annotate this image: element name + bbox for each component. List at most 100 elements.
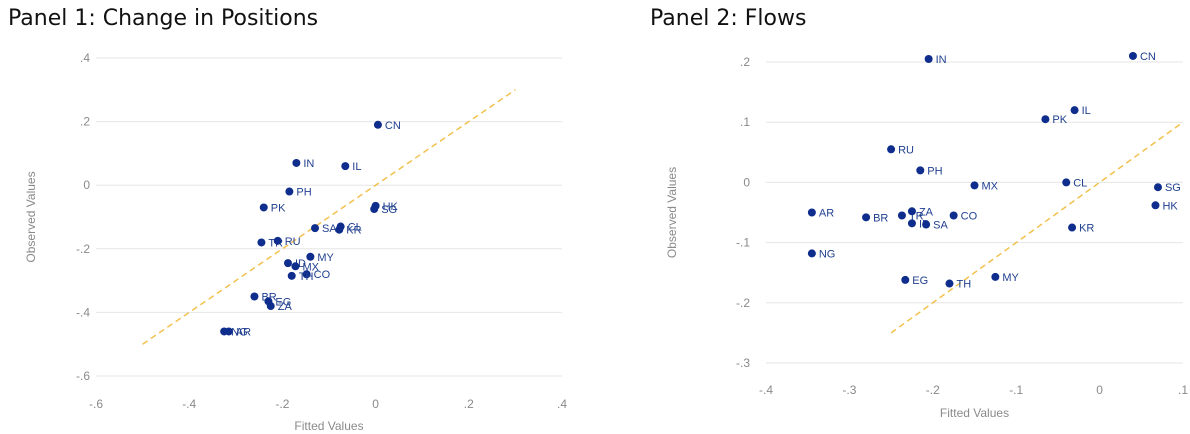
point-label-ru: RU — [285, 236, 301, 248]
point-cn — [1128, 51, 1137, 60]
point-th — [945, 279, 954, 288]
x-tick-label: 0 — [372, 397, 379, 411]
point-label-ph: PH — [927, 165, 942, 177]
y-tick-label: 0 — [743, 175, 750, 189]
point-label-co: CO — [314, 269, 331, 281]
point-co — [302, 270, 311, 279]
point-label-hk: HK — [1162, 200, 1178, 212]
point-ar — [224, 327, 233, 336]
y-tick-label: .4 — [80, 51, 90, 65]
point-label-cn: CN — [385, 120, 401, 132]
point-ng — [807, 249, 816, 258]
y-tick-label: 0 — [83, 178, 90, 192]
point-ru — [273, 236, 282, 245]
point-label-ng: NG — [231, 326, 248, 338]
x-tick-label: .4 — [557, 397, 567, 411]
y-tick-label: -.6 — [76, 369, 90, 383]
point-za — [266, 302, 275, 311]
point-label-pk: PK — [271, 202, 286, 214]
y-tick-label: .2 — [740, 55, 750, 69]
point-label-sa: SA — [933, 220, 948, 232]
y-tick-label: -.1 — [736, 236, 750, 250]
point-cn — [373, 120, 382, 129]
point-label-il: IL — [352, 161, 361, 173]
point-in — [292, 158, 301, 167]
point-label-cn: CN — [1140, 51, 1156, 63]
point-label-ng: NG — [819, 248, 836, 260]
x-tick-label: -.2 — [926, 383, 940, 397]
point-label-sg: SG — [1165, 182, 1181, 194]
y-axis-label: Observed Values — [665, 167, 679, 258]
point-id — [907, 219, 916, 228]
point-sa — [922, 220, 931, 229]
point-label-sg: SG — [381, 204, 397, 216]
point-label-th: TH — [299, 271, 314, 283]
point-tr — [897, 211, 906, 220]
point-mx — [291, 262, 300, 271]
point-in — [924, 54, 933, 63]
point-label-my: MY — [1002, 272, 1019, 284]
y-tick-label: -.2 — [76, 242, 90, 256]
y-tick-label: -.3 — [736, 356, 750, 370]
x-tick-label: -.4 — [182, 397, 196, 411]
scatter-plot-positions: .4 .2 0 -.2 -.4 -.6 -.6 -.4 -.2 0 .2 .4 Fitted Value… — [24, 51, 567, 433]
x-tick-label: -.4 — [759, 383, 773, 397]
point-my — [306, 252, 315, 261]
panel-1-title: Panel 1: Change in Positions — [8, 6, 319, 31]
point-label-kr: KR — [346, 225, 361, 237]
point-sg — [1153, 183, 1162, 192]
panel-2-title: Panel 2: Flows — [650, 6, 807, 31]
x-axis-label: Fitted Values — [294, 419, 363, 433]
point-eg — [901, 275, 910, 284]
point-label-ru: RU — [898, 144, 914, 156]
point-label-in: IN — [936, 54, 947, 66]
x-tick-label: -.6 — [89, 397, 103, 411]
point-pk — [259, 203, 268, 212]
x-axis-label: Fitted Values — [940, 406, 1009, 420]
point-kr — [1068, 223, 1077, 232]
point-ru — [887, 145, 896, 154]
point-label-hk: HK — [383, 201, 399, 213]
point-il — [341, 162, 350, 171]
point-label-br: BR — [873, 212, 888, 224]
y-tick-label: .1 — [740, 115, 750, 129]
point-label-pk: PK — [1052, 114, 1067, 126]
scatter-plot-flows: .2 .1 0 -.1 -.2 -.3 -.4 -.3 -.2 -.1 0 .1 Fitted Valu… — [665, 51, 1188, 420]
reference-line — [142, 89, 516, 345]
point-label-sa: SA — [322, 223, 337, 235]
point-label-id: ID — [295, 258, 306, 270]
point-kr — [335, 225, 344, 234]
point-label-ph: PH — [296, 187, 311, 199]
point-mx — [970, 181, 979, 190]
point-hk — [1151, 201, 1160, 210]
point-br — [250, 292, 259, 301]
point-ph — [916, 166, 925, 175]
y-tick-label: .2 — [80, 115, 90, 129]
x-tick-label: 0 — [1096, 383, 1103, 397]
point-sg — [370, 205, 379, 214]
point-sa — [311, 224, 320, 233]
point-label-ar: AR — [236, 326, 251, 338]
point-pk — [1041, 115, 1050, 124]
point-co — [949, 211, 958, 220]
x-tick-label: -.3 — [842, 383, 856, 397]
point-label-co: CO — [961, 211, 978, 223]
x-tick-label: -.1 — [1009, 383, 1023, 397]
point-cl — [1062, 178, 1071, 187]
point-label-in: IN — [303, 158, 314, 170]
point-th — [287, 271, 296, 280]
point-label-kr: KR — [1079, 223, 1094, 235]
x-tick-label: .2 — [464, 397, 474, 411]
panel-flows: Panel 2: Flows .2 .1 0 -.1 -.2 -.3 -.4 -.3 -.2 -.… — [640, 0, 1190, 434]
reference-line — [890, 121, 1184, 334]
point-za — [907, 207, 916, 216]
point-label-cl: CL — [1073, 177, 1087, 189]
point-label-za: ZA — [919, 206, 934, 218]
point-label-my: MY — [317, 252, 334, 264]
point-br — [862, 213, 871, 222]
point-label-za: ZA — [278, 301, 293, 313]
point-id — [283, 259, 292, 268]
point-il — [1070, 106, 1079, 115]
point-label-eg: EG — [275, 296, 291, 308]
point-tr — [257, 238, 266, 247]
